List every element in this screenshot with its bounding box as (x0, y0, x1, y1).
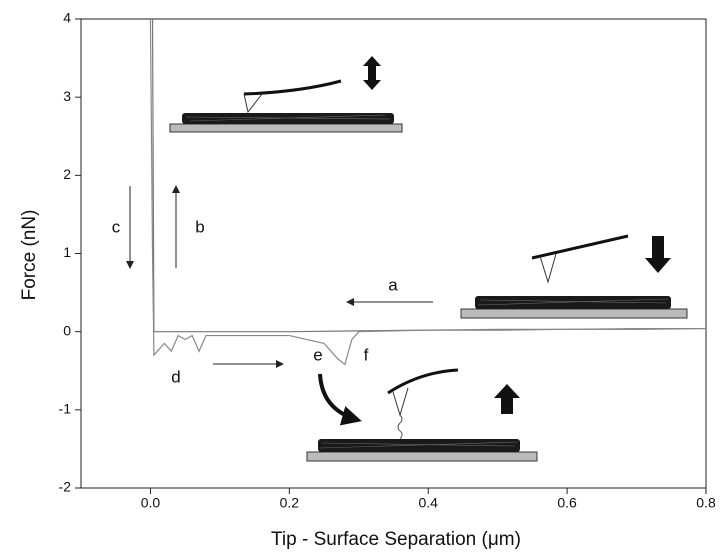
annotation: c (112, 217, 121, 236)
y-tick-label: 1 (63, 244, 71, 260)
inset-retract (306, 368, 538, 462)
x-tick-label: 0.8 (696, 495, 716, 511)
x-tick-label: 0.4 (418, 495, 438, 511)
annotation: b (195, 217, 204, 236)
plot-area: -2 -1 0 1 2 3 4 0.0 0.2 0.4 0.6 0.8 (59, 10, 716, 511)
x-tick-label: 0.0 (141, 495, 161, 511)
y-tick-label: -2 (59, 479, 72, 495)
y-tick-label: 0 (63, 322, 71, 338)
direction-arrows (126, 185, 433, 368)
x-tick-label: 0.6 (557, 495, 577, 511)
plot-frame (80, 18, 707, 489)
x-axis-label: Tip - Surface Separation (μm) (271, 529, 521, 550)
y-axis-label: Force (nN) (19, 210, 40, 301)
annotation: a (388, 275, 398, 294)
data-line (149, 18, 706, 366)
annotation: d (171, 367, 180, 386)
y-tick-label: -1 (59, 401, 72, 417)
x-tick-label: 0.2 (280, 495, 300, 511)
y-tick-label: 2 (63, 166, 71, 182)
data-line (151, 18, 707, 333)
y-tick-label: 4 (63, 10, 71, 26)
y-tick-label: 3 (63, 88, 71, 104)
annotation: e (313, 345, 322, 364)
inset-oscillating (169, 56, 403, 133)
annotation: f (364, 345, 369, 364)
inset-approach (460, 234, 688, 319)
